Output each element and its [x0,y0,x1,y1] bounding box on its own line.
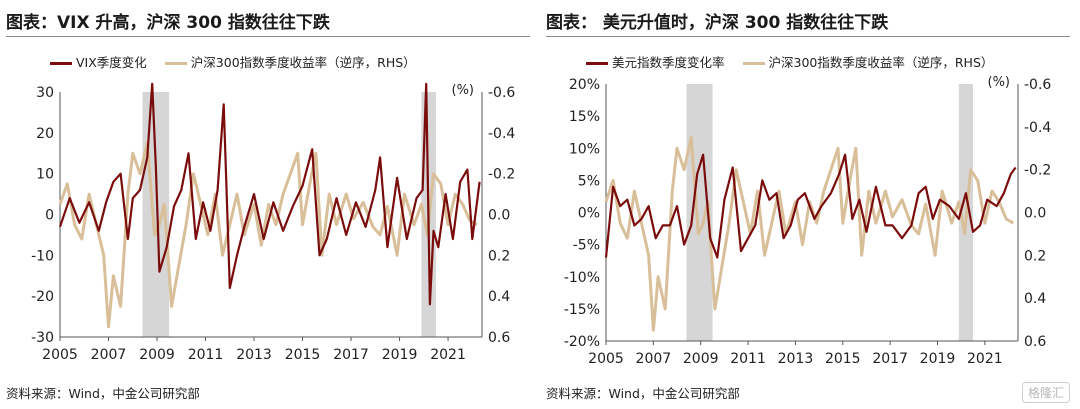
right-axis-tick-label: 0.6 [488,330,510,346]
x-axis-tick-label: 2021 [967,351,1003,367]
legend-swatch [742,62,765,65]
x-axis-tick-label: 2005 [42,347,78,363]
legend-swatch [50,62,72,65]
x-axis-tick-label: 2019 [920,351,956,367]
title-divider [546,36,1070,37]
left-axis-tick-label: -10% [564,270,600,286]
x-axis-tick-label: 2007 [636,351,672,367]
right-chart-panel: 图表： 美元升值时，沪深 300 指数往往下跌 美元指数季度变化率 沪深300指… [540,0,1080,409]
chart-title: 图表： 美元升值时，沪深 300 指数往往下跌 [546,13,889,33]
x-axis-tick-label: 2019 [382,347,418,363]
left-axis-tick-label: -10 [31,248,54,264]
left-axis-tick-label: 15% [569,109,600,125]
right-axis-tick-label: 0.0 [1024,206,1046,222]
left-axis-tick-label: -5% [573,238,600,254]
legend-swatch [586,62,608,65]
x-axis-tick-label: 2005 [588,351,624,367]
left-axis-tick-label: -15% [564,302,600,318]
left-axis-tick-label: 10 [36,167,54,183]
left-chart-panel: 图表：VIX 升高，沪深 300 指数往往下跌 VIX季度变化 沪深300指数季… [6,13,530,401]
x-axis-tick-label: 2017 [333,347,369,363]
series-line-primary [58,82,481,306]
legend-item-vix: VIX季度变化 [50,52,147,71]
legend-item-csi300: 沪深300指数季度收益率（逆序，RHS） [164,52,416,71]
source-note: 资料来源：Wind，中金公司研究部 [546,386,740,401]
legend-label: VIX季度变化 [76,55,147,70]
source-note: 资料来源：Wind，中金公司研究部 [6,386,200,401]
series-line-csi300 [58,141,478,329]
x-axis-tick-label: 2013 [778,351,814,367]
left-axis-tick-label: -20% [564,334,600,350]
right-axis-tick-label: 0.4 [488,289,510,305]
left-axis-tick-label: 0 [45,208,54,224]
left-axis-tick-label: 5% [578,173,600,189]
legend: VIX季度变化 沪深300指数季度收益率（逆序，RHS） [50,52,430,71]
series-line-csi300 [604,136,1015,332]
chart-plot-area: 20% 15% 10% 5% 0% -5% -10% -15% -20% -0.6 -0.4 -0.2… [564,75,1052,367]
x-axis-tick-label: 2009 [139,347,175,363]
right-axis-tick-label: -0.6 [488,85,515,101]
x-axis-tick-label: 2011 [188,347,224,363]
x-axis-tick-label: 2013 [236,347,272,363]
legend-item-usd: 美元指数季度变化率 [586,52,725,71]
legend-label: 沪深300指数季度收益率（逆序，RHS） [190,55,416,70]
right-axis-tick-label: -0.6 [1024,77,1051,93]
legend-item-csi300: 沪深300指数季度收益率（逆序，RHS） [742,52,994,71]
chart-title: 图表：VIX 升高，沪深 300 指数往往下跌 [6,13,330,33]
right-axis-tick-label: 0.2 [488,248,510,264]
x-axis-tick-label: 2011 [730,351,766,367]
x-axis-tick-label: 2021 [430,347,466,363]
watermark-logo: 格隆汇 [1021,382,1070,403]
right-axis-tick-label: -0.4 [488,126,515,142]
title-divider [6,36,530,37]
right-axis-tick-label: 0.4 [1024,291,1046,307]
left-axis-tick-label: 30 [36,85,54,101]
chart-plot-area: 30 20 10 0 -10 -20 -30 -0.6 -0.4 -0.2 0.0 0.2 0.4 0.6… [31,82,515,363]
left-axis-tick-label: 10% [569,141,600,157]
legend: 美元指数季度变化率 沪深300指数季度收益率（逆序，RHS） [586,52,1007,71]
left-axis-tick-label: -30 [31,330,54,346]
right-axis-tick-label: -0.2 [488,167,515,183]
right-axis-tick-label: 0.0 [488,208,510,224]
legend-label: 美元指数季度变化率 [612,55,725,70]
right-axis-tick-label: 0.2 [1024,248,1046,264]
left-axis-tick-label: 20% [569,77,600,93]
right-axis-unit: (%) [988,75,1011,90]
series-line-primary [604,153,1017,259]
x-axis-tick-label: 2007 [91,347,127,363]
legend-label: 沪深300指数季度收益率（逆序，RHS） [768,55,994,70]
x-axis-tick-label: 2017 [872,351,908,367]
legend-swatch [164,62,187,65]
left-axis-tick-label: 20 [36,126,54,142]
x-axis-tick-label: 2015 [285,347,321,363]
left-axis-tick-label: 0% [578,206,600,222]
x-axis-tick-label: 2015 [825,351,861,367]
right-axis-tick-label: -0.2 [1024,163,1051,179]
x-axis-tick-label: 2009 [683,351,719,367]
right-axis-tick-label: 0.6 [1024,334,1046,350]
right-axis-tick-label: -0.4 [1024,120,1051,136]
left-axis-tick-label: -20 [31,289,54,305]
right-axis-unit: (%) [452,83,475,98]
